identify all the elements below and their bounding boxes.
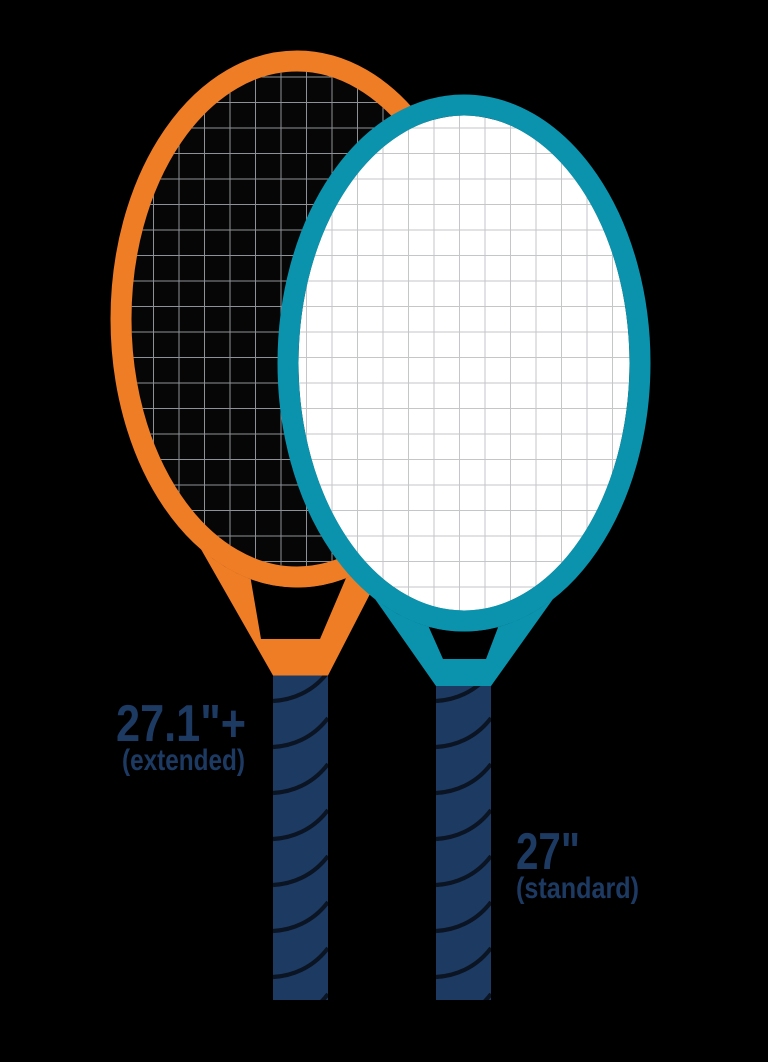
svg-text:(extended): (extended) xyxy=(122,744,245,777)
svg-text:(standard): (standard) xyxy=(516,872,639,905)
